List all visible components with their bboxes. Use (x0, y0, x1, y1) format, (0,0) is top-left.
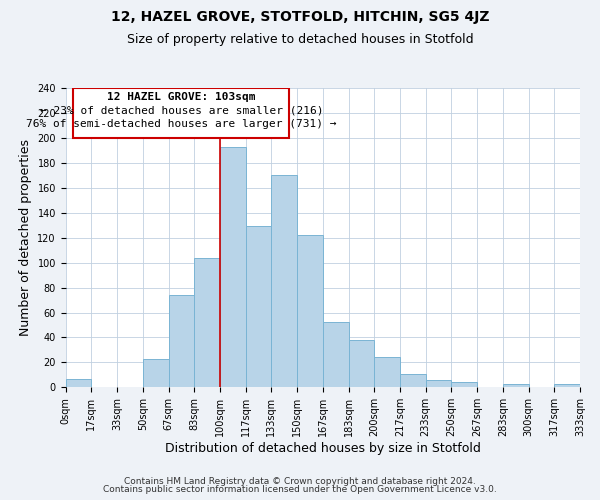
Text: Contains public sector information licensed under the Open Government Licence v3: Contains public sector information licen… (103, 485, 497, 494)
Bar (374, 358, 400, 388)
Bar (65, 378, 91, 388)
Text: ← 23% of detached houses are smaller (216): ← 23% of detached houses are smaller (21… (40, 106, 323, 116)
Bar (425, 380, 451, 388)
Bar (400, 374, 425, 388)
Text: 76% of semi-detached houses are larger (731) →: 76% of semi-detached houses are larger (… (26, 119, 337, 129)
Bar (297, 235, 323, 388)
Text: 12, HAZEL GROVE, STOTFOLD, HITCHIN, SG5 4JZ: 12, HAZEL GROVE, STOTFOLD, HITCHIN, SG5 … (111, 10, 489, 24)
Bar (503, 384, 529, 388)
Bar (194, 258, 220, 388)
Bar (220, 146, 245, 388)
Bar (245, 226, 271, 388)
Text: 12 HAZEL GROVE: 103sqm: 12 HAZEL GROVE: 103sqm (107, 92, 256, 102)
Bar (554, 384, 580, 388)
Bar (271, 176, 297, 388)
Bar (323, 322, 349, 388)
Text: Size of property relative to detached houses in Stotfold: Size of property relative to detached ho… (127, 32, 473, 46)
Y-axis label: Number of detached properties: Number of detached properties (19, 139, 32, 336)
Text: Contains HM Land Registry data © Crown copyright and database right 2024.: Contains HM Land Registry data © Crown c… (124, 477, 476, 486)
FancyBboxPatch shape (73, 88, 289, 138)
Bar (143, 358, 169, 388)
Bar (349, 340, 374, 388)
X-axis label: Distribution of detached houses by size in Stotfold: Distribution of detached houses by size … (165, 442, 481, 455)
Bar (451, 382, 477, 388)
Bar (169, 295, 194, 388)
